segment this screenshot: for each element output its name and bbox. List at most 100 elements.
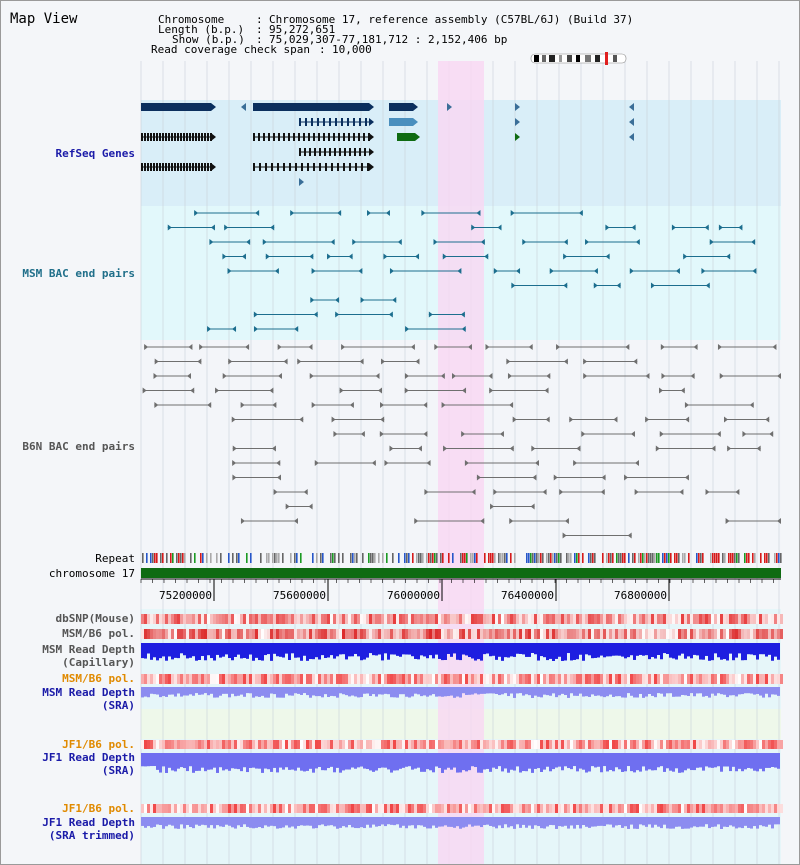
read-depth-bin [591, 817, 594, 827]
polymorphism-bin [759, 614, 762, 624]
read-depth-bin [207, 687, 210, 696]
polymorphism-bin [606, 614, 609, 624]
bac-end-marker [563, 253, 568, 260]
track-label-msm-b6-pol-2[interactable]: MSM/B6 pol. [62, 672, 135, 685]
track-label-jf1-depth-sra[interactable]: JF1 Read Depth [42, 751, 135, 764]
gene-exon [343, 163, 345, 171]
track-label-repeat[interactable]: Repeat [95, 552, 135, 565]
polymorphism-bin [315, 740, 318, 749]
read-depth-bin [510, 817, 513, 827]
read-depth-bin [747, 753, 750, 768]
show-key: Show (b.p.) [172, 33, 245, 46]
polymorphism-bin [342, 740, 345, 749]
track-label-dbsnp[interactable]: dbSNP(Mouse) [55, 612, 135, 625]
read-depth-bin [552, 687, 555, 694]
read-depth-bin [432, 817, 435, 826]
polymorphism-bin [546, 674, 549, 684]
gene-exon [153, 163, 155, 171]
repeat-element [210, 553, 212, 563]
track-label-b6n-bac[interactable]: B6N BAC end pairs [22, 440, 135, 453]
gene-exon [295, 163, 297, 171]
track-label-jf1-depth-trim[interactable]: JF1 Read Depth [42, 816, 135, 829]
polymorphism-bin [735, 740, 738, 749]
read-depth-bin [156, 753, 159, 770]
polymorphism-bin [606, 740, 609, 749]
read-depth-bin [621, 687, 624, 698]
polymorphism-bin [279, 740, 282, 749]
read-depth-bin [231, 643, 234, 661]
repeat-element [666, 553, 668, 563]
repeat-element [560, 553, 562, 563]
bac-end-marker [187, 373, 192, 379]
read-depth-bin [285, 687, 288, 694]
polymorphism-bin [711, 674, 714, 684]
read-depth-bin [642, 643, 645, 656]
read-depth-bin [189, 643, 192, 658]
read-depth-bin [654, 687, 657, 698]
polymorphism-bin [570, 804, 573, 813]
gene-exon [331, 163, 333, 171]
track-label-msm-depth-cap[interactable]: MSM Read Depth [42, 643, 135, 656]
polymorphism-bin [399, 674, 402, 684]
track-label-msm-depth-sra[interactable]: MSM Read Depth [42, 686, 135, 699]
read-depth-bin [684, 753, 687, 771]
repeat-element [640, 553, 642, 563]
bac-end-marker [426, 460, 431, 466]
polymorphism-bin [519, 629, 522, 639]
read-depth-bin [699, 687, 702, 694]
polymorphism-bin [681, 740, 684, 749]
track-label-jf1-b6-pol-2[interactable]: JF1/B6 pol. [62, 802, 135, 815]
repeat-element [154, 553, 156, 563]
read-depth-bin [627, 643, 630, 658]
polymorphism-bin [378, 804, 381, 813]
repeat-element [282, 553, 284, 563]
read-depth-bin [213, 643, 216, 661]
read-depth-bin [564, 753, 567, 767]
bac-end-marker [381, 358, 386, 365]
repeat-element [152, 553, 154, 563]
gene-exon [144, 163, 146, 171]
track-label-chromosome[interactable]: chromosome 17 [48, 567, 135, 580]
polymorphism-bin [231, 804, 234, 813]
polymorphism-bin [699, 674, 702, 684]
track-label-msm-b6-pol[interactable]: MSM/B6 pol. [62, 627, 135, 640]
read-depth-bin [498, 753, 501, 767]
read-depth-bin [501, 643, 504, 661]
read-depth-bin [270, 817, 273, 826]
read-depth-bin [675, 687, 678, 697]
read-depth-bin [459, 753, 462, 773]
polymorphism-bin [195, 804, 198, 813]
polymorphism-bin [675, 674, 678, 684]
track-label-jf1-b6-pol[interactable]: JF1/B6 pol. [62, 738, 135, 751]
bac-end-marker [735, 489, 740, 495]
track-label-refseq[interactable]: RefSeq Genes [55, 147, 135, 160]
read-depth-bin [552, 643, 555, 661]
read-depth-bin [663, 687, 666, 697]
read-depth-bin [240, 643, 243, 659]
bac-end-marker [388, 311, 393, 318]
bac-end-marker [308, 344, 313, 350]
read-depth-bin [522, 643, 525, 655]
read-depth-bin [414, 753, 417, 769]
polymorphism-bin [750, 674, 753, 684]
track-label-msm-bac[interactable]: MSM BAC end pairs [22, 267, 135, 280]
polymorphism-bin [465, 629, 468, 639]
repeat-element [182, 553, 184, 563]
read-depth-bin [390, 753, 393, 773]
read-depth-bin [144, 643, 147, 659]
repeat-element [378, 553, 380, 563]
read-depth-bin [225, 817, 228, 825]
polymorphism-bin [591, 674, 594, 684]
read-depth-bin [207, 643, 210, 656]
bac-end-marker [583, 358, 588, 365]
polymorphism-bin [585, 674, 588, 684]
read-depth-bin [234, 817, 237, 829]
polymorphism-bin [177, 674, 180, 684]
polymorphism-bin [543, 629, 546, 639]
polymorphism-bin [261, 614, 264, 624]
read-depth-bin [489, 687, 492, 694]
read-depth-bin [546, 643, 549, 661]
polymorphism-bin [237, 740, 240, 749]
polymorphism-bin [264, 629, 267, 639]
